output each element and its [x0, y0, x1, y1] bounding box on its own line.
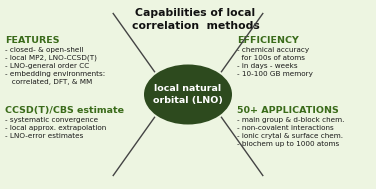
Text: Capabilities of local
correlation  methods: Capabilities of local correlation method… — [132, 8, 259, 31]
Text: FEATURES: FEATURES — [5, 36, 59, 45]
Text: - main group & d-block chem.
- non-covalent interactions
- ionic crytal & surfac: - main group & d-block chem. - non-coval… — [237, 117, 344, 146]
Text: CCSD(T)/CBS estimate: CCSD(T)/CBS estimate — [5, 106, 124, 115]
Text: - closed- & open-shell
- local MP2, LNO-CCSD(T)
- LNO-general order CC
- embeddi: - closed- & open-shell - local MP2, LNO-… — [5, 47, 105, 85]
Text: 50+ APPLICATIONS: 50+ APPLICATIONS — [237, 106, 339, 115]
Text: - chemical accuracy
  for 100s of atoms
- in days - weeks
- 10-100 GB memory: - chemical accuracy for 100s of atoms - … — [237, 47, 313, 77]
Text: - systematic convergence
- local approx. extrapolation
- LNO-error estimates: - systematic convergence - local approx.… — [5, 117, 106, 139]
Ellipse shape — [144, 64, 232, 125]
Text: EFFICIENCY: EFFICIENCY — [237, 36, 299, 45]
Text: local natural
orbital (LNO): local natural orbital (LNO) — [153, 84, 223, 105]
